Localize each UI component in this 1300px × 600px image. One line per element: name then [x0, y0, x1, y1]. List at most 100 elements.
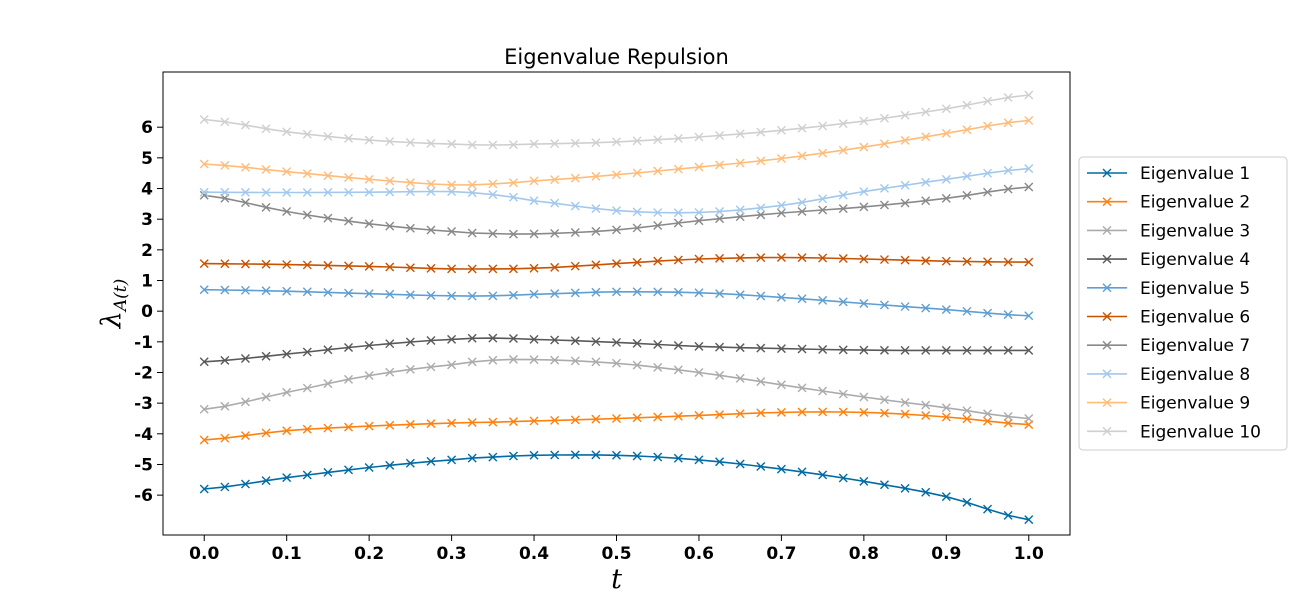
data-point	[818, 194, 828, 204]
data-point	[364, 174, 374, 184]
data-point	[859, 345, 869, 355]
data-point	[405, 419, 415, 429]
data-point	[900, 198, 910, 208]
data-point	[405, 138, 415, 148]
data-point	[921, 410, 931, 420]
data-point	[302, 187, 312, 197]
data-point	[570, 356, 580, 366]
data-point	[879, 200, 889, 210]
data-point	[653, 221, 663, 231]
x-axis-label: t	[611, 564, 622, 595]
x-axis: 0.0 0.1 0.2 0.3 0.4 0.5 0.6 0.7 0.8 0.9 1.0	[189, 535, 1044, 564]
data-point	[962, 497, 972, 507]
data-point	[426, 225, 436, 235]
data-point	[735, 212, 745, 222]
legend-label: Eigenvalue 3	[1140, 221, 1250, 241]
y-axis: -6 -5 -4 -3 -2 -1 0 1 2 3 4 5 6	[134, 118, 163, 506]
y-axis-label: λA(t)	[96, 279, 131, 330]
legend-marker	[1102, 197, 1112, 207]
data-point	[632, 207, 642, 217]
legend-label: Eigenvalue 1	[1140, 164, 1250, 184]
series-2	[199, 407, 1034, 445]
data-point	[240, 431, 250, 441]
data-point	[508, 229, 518, 239]
data-point	[240, 285, 250, 295]
data-point	[467, 418, 477, 428]
data-point	[240, 162, 250, 172]
data-point	[653, 339, 663, 349]
data-point	[344, 288, 354, 298]
data-point	[838, 297, 848, 307]
chart-title: Eigenvalue Repulsion	[504, 45, 729, 69]
data-point	[962, 414, 972, 424]
data-point	[550, 415, 560, 425]
y-tick-label: 2	[141, 241, 153, 261]
legend-marker	[1102, 426, 1112, 436]
legend-label: Eigenvalue 8	[1140, 365, 1250, 385]
data-point	[570, 415, 580, 425]
data-point	[467, 188, 477, 198]
y-tick-label: 5	[141, 149, 153, 169]
data-point	[879, 480, 889, 490]
data-point	[405, 337, 415, 347]
data-point	[364, 289, 374, 299]
data-point	[921, 132, 931, 142]
x-tick-label: 0.4	[519, 544, 549, 564]
data-point	[653, 287, 663, 297]
data-point	[632, 413, 642, 423]
data-point	[859, 187, 869, 197]
data-point	[879, 113, 889, 123]
data-point	[735, 459, 745, 469]
data-point	[776, 125, 786, 135]
data-point	[900, 255, 910, 265]
data-point	[818, 253, 828, 263]
data-point	[1024, 182, 1034, 192]
legend-item: Eigenvalue 9	[1087, 394, 1250, 414]
data-point	[715, 370, 725, 380]
data-point	[385, 289, 395, 299]
data-point	[385, 221, 395, 231]
data-point	[302, 383, 312, 393]
data-point	[323, 287, 333, 297]
data-point	[199, 435, 209, 445]
data-point	[261, 286, 271, 296]
data-point	[756, 377, 766, 387]
data-point	[756, 408, 766, 418]
data-point	[756, 343, 766, 353]
data-point	[364, 371, 374, 381]
data-point	[261, 124, 271, 134]
series-6	[199, 253, 1034, 274]
data-point	[1024, 90, 1034, 100]
data-point	[344, 374, 354, 384]
data-point	[344, 133, 354, 143]
data-point	[220, 187, 230, 197]
data-point	[405, 187, 415, 197]
data-point	[261, 202, 271, 212]
data-point	[797, 467, 807, 477]
data-point	[673, 255, 683, 265]
data-point	[199, 115, 209, 125]
series-10	[199, 90, 1034, 150]
data-point	[240, 198, 250, 208]
series-3	[199, 354, 1034, 423]
data-point	[488, 333, 498, 343]
data-point	[570, 261, 580, 271]
data-point	[838, 345, 848, 355]
data-point	[818, 470, 828, 480]
data-point	[282, 387, 292, 397]
series-line	[204, 358, 1029, 420]
data-point	[467, 333, 477, 343]
data-point	[715, 410, 725, 420]
data-point	[508, 451, 518, 461]
data-point	[570, 288, 580, 298]
data-point	[508, 333, 518, 343]
data-point	[385, 187, 395, 197]
data-point	[673, 365, 683, 375]
data-point	[1024, 515, 1034, 525]
data-point	[447, 334, 457, 344]
x-tick-label: 0.5	[601, 544, 631, 564]
data-point	[282, 260, 292, 270]
data-point	[612, 259, 621, 269]
data-point	[447, 180, 457, 190]
data-point	[282, 286, 292, 296]
